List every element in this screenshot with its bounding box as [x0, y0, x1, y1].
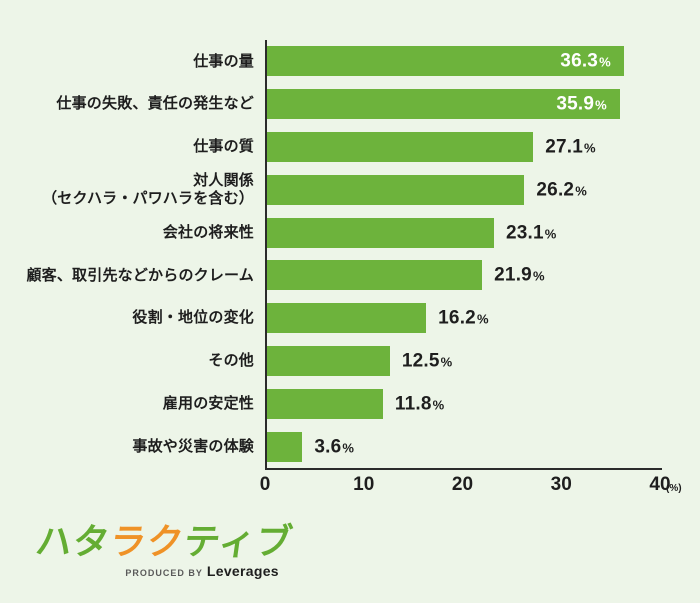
logo-text-segment: ラク [107, 521, 187, 562]
bar-track: 21.9% [265, 253, 660, 297]
category-label: 対人関係 （セクハラ・パワハラを含む） [42, 172, 254, 207]
bar-track: 26.2% [265, 168, 660, 212]
category-label: 仕事の失敗、責任の発生など [56, 95, 254, 113]
chart-row: 役割・地位の変化 16.2% [0, 296, 660, 340]
bar [267, 260, 483, 291]
axis-unit: (%) [666, 482, 682, 494]
bar-track: 12.5% [265, 339, 660, 383]
bar [267, 388, 383, 419]
x-tick: 20 [451, 473, 474, 495]
x-tick: 0 [259, 473, 271, 495]
hatarakutive-logo: ハタラクティブ [33, 521, 296, 562]
value-label: 12.5% [401, 350, 453, 372]
value-label: 36.3% [560, 50, 611, 72]
category-label: 事故や災害の体験 [132, 437, 254, 455]
value-label: 11.8% [394, 393, 445, 415]
category-label: 仕事の質 [193, 138, 254, 156]
value-label: 16.2% [438, 307, 489, 329]
bar-track: 27.1% [265, 125, 660, 169]
chart-row: その他 12.5% [0, 339, 660, 383]
bar-track: 11.8% [265, 382, 660, 426]
bar-track: 36.3% [265, 40, 660, 83]
bar-track: 35.9% [265, 82, 660, 126]
bar-track: 23.1% [265, 211, 660, 254]
bar-track: 16.2% [265, 296, 660, 340]
bar-track: 3.6% [265, 425, 660, 468]
bar [267, 217, 494, 248]
chart-row: 事故や災害の体験 3.6% [0, 425, 660, 468]
chart-row: 会社の将来性 23.1% [0, 211, 660, 254]
bar: 36.3% [267, 46, 624, 77]
x-tick: 10 [353, 473, 375, 495]
chart-row: 対人関係 （セクハラ・パワハラを含む） 26.2% [0, 168, 660, 212]
value-label: 3.6% [314, 436, 354, 458]
chart-row: 仕事の量 36.3% [0, 40, 660, 83]
value-label: 26.2% [536, 179, 587, 201]
category-label: 顧客、取引先などからのクレーム [26, 266, 254, 284]
bar [267, 431, 303, 462]
category-label: その他 [208, 352, 254, 370]
leverages-brand: Leverages [206, 563, 279, 579]
logo-text-segment: ティブ [181, 521, 296, 562]
value-label: 23.1% [505, 222, 557, 244]
produced-by-label: PRODUCED BY [125, 568, 203, 578]
category-label: 仕事の量 [193, 52, 254, 70]
chart-row: 仕事の質 27.1% [0, 125, 660, 169]
x-tick: 30 [550, 473, 572, 495]
value-label: 35.9% [556, 93, 607, 115]
category-label: 会社の将来性 [162, 223, 254, 241]
value-label: 27.1% [545, 136, 596, 158]
chart-row: 雇用の安定性 11.8% [0, 382, 660, 426]
bar-chart: 仕事の量 36.3% 仕事の失敗、責任の発生など 35.9% 仕事の質 27.1% 対人関係… [0, 40, 700, 500]
chart-row: 仕事の失敗、責任の発生など 35.9% [0, 82, 660, 126]
bar [267, 345, 390, 376]
logo-text-segment: ハタ [33, 521, 113, 562]
logo-tagline: PRODUCED BY Leverages [36, 563, 293, 581]
x-tick: 40 [649, 473, 671, 495]
footer-logo: ハタラクティブ PRODUCED BY Leverages [33, 521, 296, 581]
bar: 35.9% [267, 89, 620, 120]
value-label: 21.9% [494, 264, 545, 286]
bar [267, 303, 427, 334]
chart-row: 顧客、取引先などからのクレーム 21.9% [0, 253, 660, 297]
bar [267, 174, 525, 205]
x-axis: 0 10 20 30 40 (%) [260, 470, 682, 500]
category-label: 雇用の安定性 [162, 394, 254, 412]
category-label: 役割・地位の変化 [132, 309, 254, 327]
bar [267, 131, 534, 162]
chart-rows: 仕事の量 36.3% 仕事の失敗、責任の発生など 35.9% 仕事の質 27.1% 対人関係… [0, 40, 660, 468]
x-axis-line [265, 467, 662, 470]
